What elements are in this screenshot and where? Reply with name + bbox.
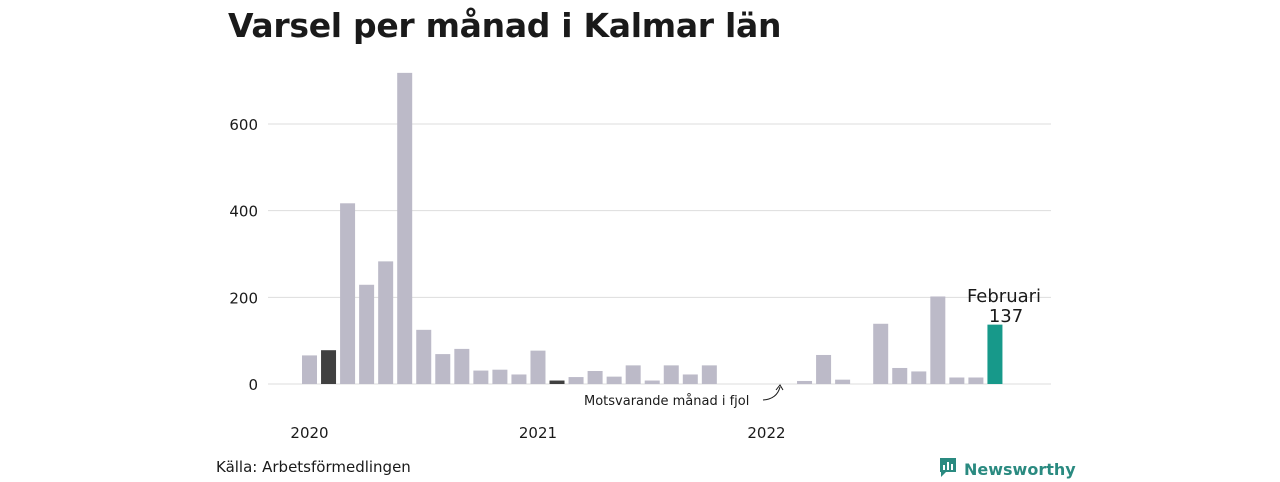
bar (911, 371, 927, 384)
bar (435, 354, 451, 384)
annotation-arrowhead (775, 384, 784, 391)
bar (321, 350, 337, 384)
bar (340, 203, 356, 384)
bar (549, 380, 565, 384)
bar (682, 374, 698, 384)
bar (568, 377, 584, 384)
x-year-label: 2020 (290, 424, 328, 442)
bar (397, 72, 413, 384)
chart-bubble-icon (938, 456, 958, 482)
bar (416, 329, 432, 384)
bar (949, 377, 965, 384)
bar (359, 284, 375, 384)
source-note: Källa: Arbetsförmedlingen (216, 458, 411, 476)
bar (816, 354, 832, 384)
brand-logo: Newsworthy (938, 456, 1076, 482)
bar (835, 379, 851, 384)
y-tick-label: 400 (229, 203, 258, 221)
bar (644, 380, 660, 384)
highlight-value-label: 137 (989, 306, 1023, 327)
y-tick-label: 600 (229, 116, 258, 134)
bar (663, 365, 679, 384)
bar (454, 348, 470, 384)
bar (378, 261, 394, 384)
bar (473, 370, 489, 384)
bar (987, 324, 1003, 384)
x-year-label: 2021 (519, 424, 557, 442)
previous-year-annotation: Motsvarande månad i fjol (584, 394, 749, 409)
bar (302, 355, 317, 384)
bar (701, 365, 717, 384)
bar (511, 374, 527, 384)
annotation-arrow (762, 386, 781, 401)
x-year-label: 2022 (747, 424, 785, 442)
chart-title: Varsel per månad i Kalmar län (228, 6, 782, 45)
bar (530, 350, 546, 384)
y-tick-label: 0 (248, 376, 258, 394)
bar (492, 369, 508, 384)
highlight-month-label: Februari (967, 286, 1041, 307)
brand-name: Newsworthy (964, 459, 1076, 479)
bar (892, 367, 908, 384)
bar (873, 323, 889, 384)
bar (587, 371, 603, 384)
bar (968, 377, 984, 384)
bar (625, 365, 641, 384)
y-tick-label: 200 (229, 289, 258, 307)
bar (797, 380, 813, 384)
bar (930, 296, 946, 384)
bar (606, 376, 622, 384)
